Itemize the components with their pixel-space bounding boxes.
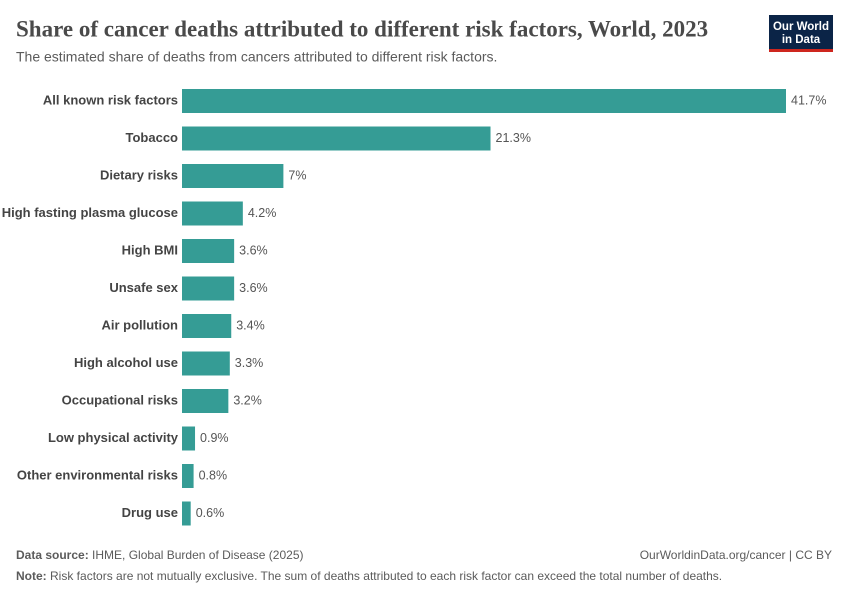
category-label: All known risk factors: [43, 92, 178, 107]
value-label: 21.3%: [496, 131, 531, 145]
bar: [182, 164, 284, 188]
note-text: Risk factors are not mutually exclusive.…: [50, 569, 722, 583]
bar: [182, 89, 786, 113]
category-label: Other environmental risks: [17, 467, 178, 482]
bar: [182, 126, 491, 151]
logo[interactable]: Our World in Data: [769, 15, 833, 52]
bar: [182, 426, 196, 451]
category-label: Dietary risks: [100, 167, 178, 182]
category-label: Low physical activity: [48, 430, 179, 445]
category-label: High fasting plasma glucose: [2, 205, 178, 220]
footer-note: Note: Risk factors are not mutually excl…: [16, 569, 722, 583]
bar: [182, 389, 229, 413]
bar: [182, 276, 235, 301]
note-label: Note:: [16, 569, 47, 583]
footer-source: Data source: IHME, Global Burden of Dise…: [16, 548, 303, 562]
value-label: 0.8%: [199, 468, 228, 482]
logo-text: Our World: [773, 21, 829, 33]
category-label: Drug use: [122, 505, 178, 520]
bar: [182, 351, 230, 376]
footer-url[interactable]: OurWorldinData.org/cancer | CC BY: [640, 548, 832, 562]
category-label: Air pollution: [101, 317, 178, 332]
category-label: High BMI: [122, 242, 178, 257]
value-label: 3.2%: [233, 393, 261, 407]
bar: [182, 201, 243, 226]
value-label: 4.2%: [248, 206, 277, 220]
bar: [182, 239, 235, 263]
bar: [182, 314, 232, 338]
value-label: 7%: [288, 168, 306, 182]
category-label: High alcohol use: [74, 355, 178, 370]
logo-background: [769, 15, 833, 52]
value-label: 0.6%: [196, 506, 225, 520]
category-label: Unsafe sex: [109, 280, 178, 295]
chart-title: Share of cancer deaths attributed to dif…: [16, 16, 708, 41]
bar: [182, 501, 191, 526]
source-label: Data source:: [16, 548, 89, 562]
category-label: Occupational risks: [62, 392, 178, 407]
logo-stripe: [769, 49, 833, 52]
bar: [182, 464, 194, 488]
chart-subtitle: The estimated share of deaths from cance…: [16, 49, 497, 65]
value-label: 3.6%: [239, 243, 268, 257]
value-label: 0.9%: [200, 431, 229, 445]
value-label: 41.7%: [791, 93, 826, 107]
value-label: 3.3%: [235, 356, 264, 370]
value-label: 3.6%: [239, 281, 268, 295]
source-text: IHME, Global Burden of Disease (2025): [92, 548, 303, 562]
logo-text: in Data: [782, 34, 821, 46]
category-label: Tobacco: [126, 130, 179, 145]
value-label: 3.4%: [236, 318, 265, 332]
